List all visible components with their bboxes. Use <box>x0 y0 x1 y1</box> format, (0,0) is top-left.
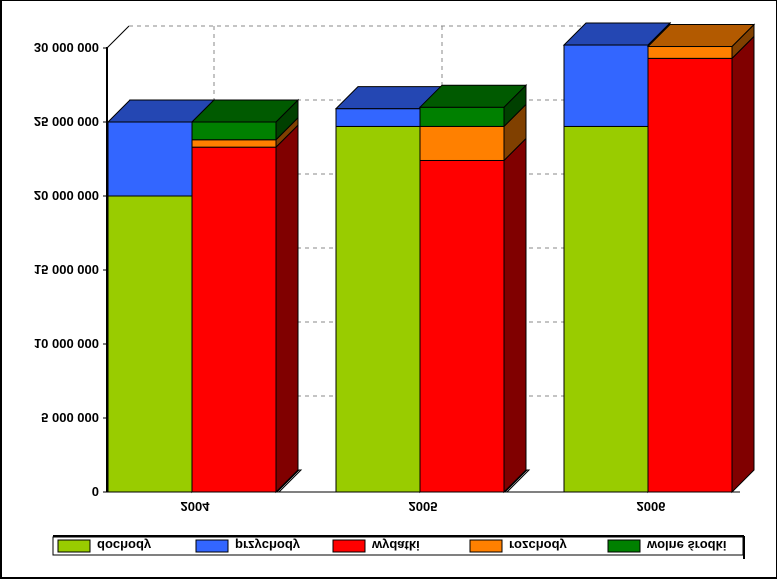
bar-face <box>335 125 421 493</box>
bar-face <box>647 46 733 59</box>
x-tick-label: 2004 <box>181 499 211 514</box>
y-tick-label: 20 000 000 <box>34 188 99 203</box>
bar-face <box>647 57 733 493</box>
bar-wydatki-2004 <box>191 123 299 494</box>
legend-swatch-rozchody <box>469 539 503 553</box>
bar-cap-przychody-2006 <box>562 22 672 46</box>
legend: dochody przychody wydatki rozchody wolne śro… <box>52 535 745 559</box>
bar-wydatki-2005 <box>419 137 527 494</box>
y-tick-label: 30 000 000 <box>34 40 99 55</box>
axis-depth-line <box>106 25 130 49</box>
legend-label-wolne-srodki: wolne środki <box>646 538 726 553</box>
bar-wydatki-2006 <box>647 35 755 494</box>
legend-swatch-dochody <box>57 539 91 553</box>
bar-rozchody-2005 <box>419 103 527 162</box>
y-tick-label: 10 000 000 <box>34 336 99 351</box>
bar-face <box>107 121 193 197</box>
x-tick-label: 2006 <box>637 499 666 514</box>
y-tick-label: 25 000 000 <box>34 114 99 129</box>
legend-swatch-wolne-srodki <box>607 539 641 553</box>
bar-face <box>191 146 277 493</box>
y-tick-label: 0 <box>92 484 99 499</box>
bar-side <box>275 123 299 494</box>
bar-face <box>419 159 505 493</box>
bar-cap-wolne-srodki-2005 <box>418 84 528 108</box>
bar-face <box>191 139 277 148</box>
gap-wall <box>275 469 303 493</box>
bar-face <box>563 44 649 127</box>
legend-label-dochody: dochody <box>97 538 152 553</box>
bar-face <box>335 108 421 127</box>
bar-face <box>563 125 649 493</box>
bar-face <box>107 195 193 493</box>
legend-label-wydatki: wydatki <box>371 538 420 553</box>
y-axis-tick-labels: 0 5 000 000 10 000 000 15 000 000 20 000 000… <box>34 40 107 499</box>
bar-cap-wolne-srodki-2004 <box>190 99 300 123</box>
bar-face <box>419 106 505 127</box>
x-tick-label: 2005 <box>409 499 438 514</box>
y-tick-label: 5 000 000 <box>41 410 99 425</box>
bar-face <box>419 125 505 161</box>
x-axis-tick-labels: 2004 2005 2006 <box>181 499 666 514</box>
legend-label-przychody: przychody <box>235 538 301 553</box>
bar-side <box>731 35 755 494</box>
bars <box>106 21 756 494</box>
bar-wolne-srodki-2005 <box>419 83 527 128</box>
legend-swatch-wydatki <box>332 539 366 553</box>
bar-face <box>191 121 277 141</box>
legend-label-rozchody: rozchody <box>509 538 568 553</box>
bar-side <box>503 137 527 494</box>
legend-swatch-przychody <box>195 539 229 553</box>
gap-wall <box>503 469 531 493</box>
bar-cap-rozchody-2006 <box>646 24 756 48</box>
y-tick-label: 15 000 000 <box>34 262 99 277</box>
